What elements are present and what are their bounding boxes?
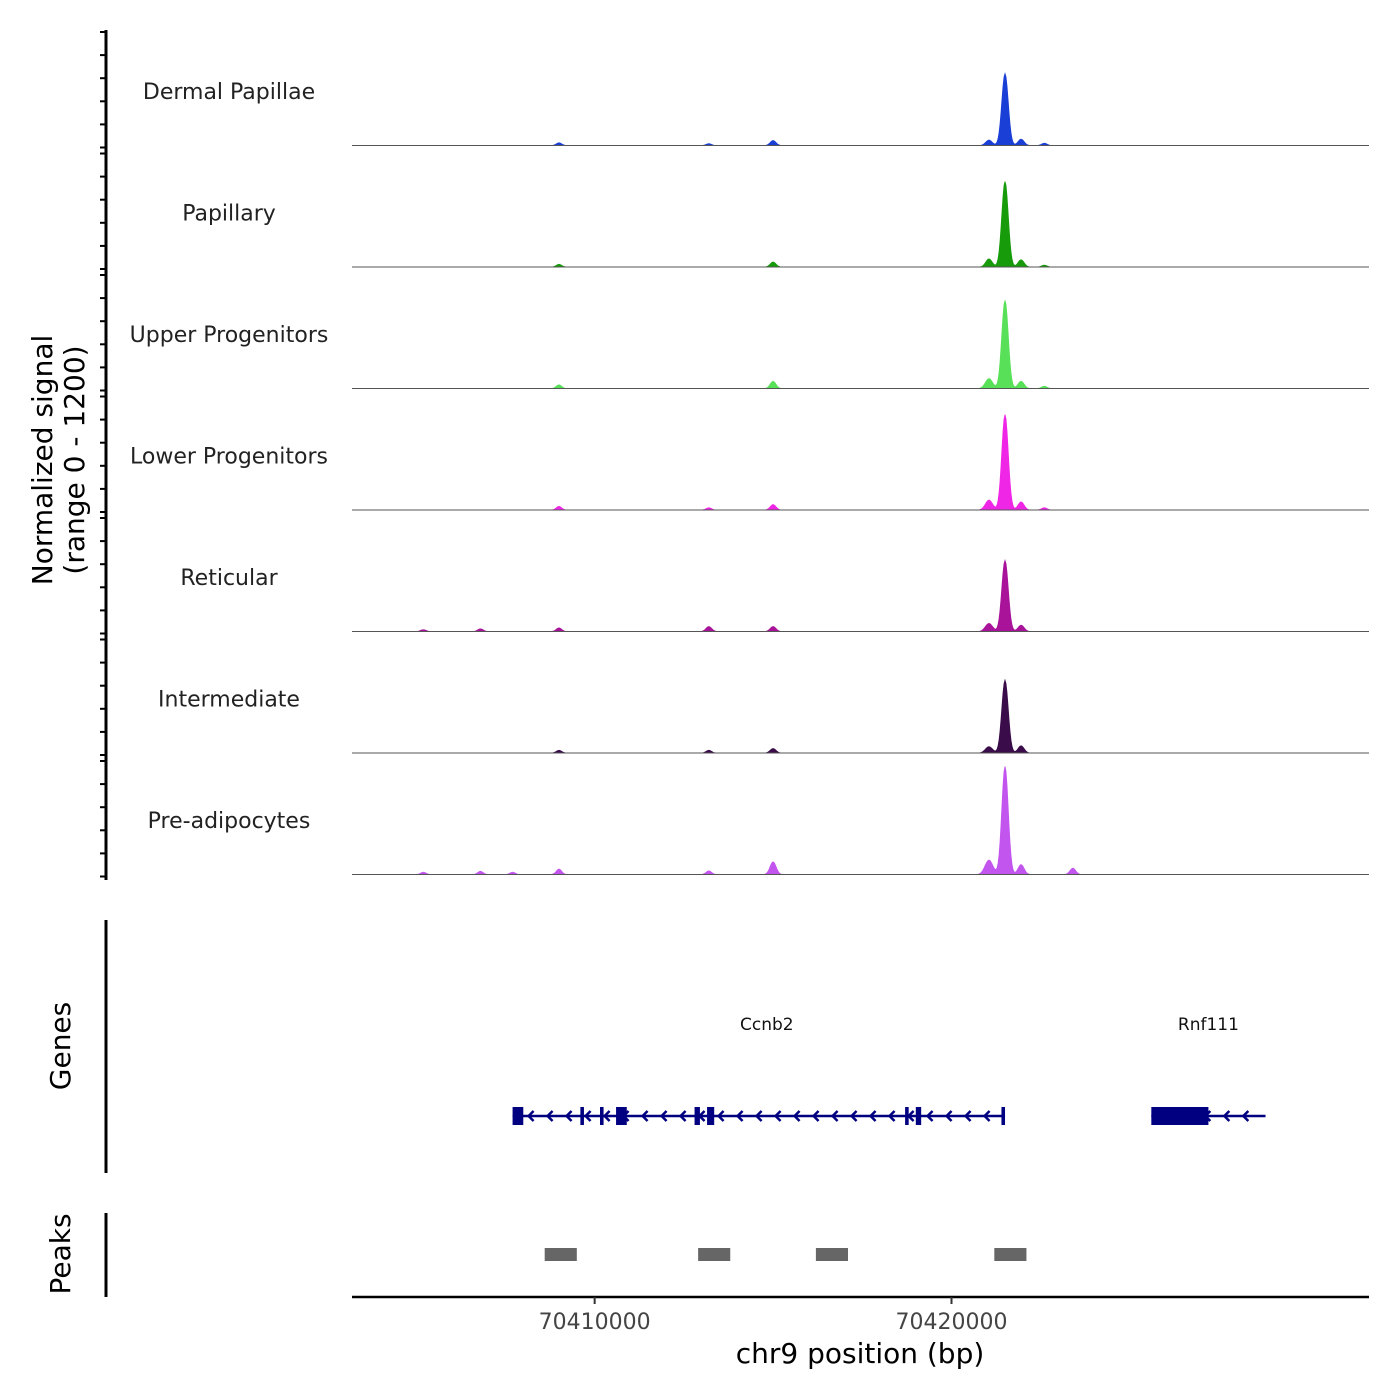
track-dermal-papillae: Dermal Papillae	[143, 72, 1369, 146]
strand-arrow	[602, 1110, 611, 1122]
gene-annotations: Ccnb2 Rnf111	[512, 1015, 1266, 1125]
strand-arrow	[735, 1110, 744, 1122]
strand-arrow	[792, 1110, 801, 1122]
exon	[694, 1107, 700, 1125]
peak-region	[698, 1248, 731, 1261]
strand-arrow	[716, 1110, 725, 1122]
gene-ccnb2: Ccnb2	[512, 1015, 1006, 1125]
exon	[616, 1107, 627, 1125]
strand-arrow	[526, 1110, 535, 1122]
gene-label: Ccnb2	[740, 1015, 794, 1035]
strand-arrow	[849, 1110, 858, 1122]
strand-arrow	[887, 1110, 896, 1122]
exon	[512, 1107, 524, 1125]
x-axis-title: chr9 position (bp)	[736, 1337, 985, 1370]
strand-arrow	[545, 1110, 554, 1122]
exon	[915, 1107, 922, 1125]
track-intermediate: Intermediate	[158, 678, 1369, 754]
strand-arrow	[564, 1110, 573, 1122]
strand-arrow	[640, 1110, 649, 1122]
peak-region	[544, 1248, 577, 1261]
strand-arrow	[773, 1110, 782, 1122]
x-tick-label: 70420000	[896, 1310, 1008, 1335]
genes-axis-title: Genes	[44, 1002, 77, 1090]
peak-regions	[544, 1248, 1027, 1261]
strand-arrow	[982, 1110, 991, 1122]
x-tick-label: 70410000	[539, 1310, 651, 1335]
exon	[905, 1107, 909, 1125]
exon	[1001, 1107, 1006, 1125]
strand-arrow	[583, 1110, 592, 1122]
track-upper-progenitors: Upper Progenitors	[130, 300, 1369, 389]
track-lower-progenitors: Lower Progenitors	[130, 414, 1369, 511]
track-label: Papillary	[182, 202, 276, 227]
exon	[580, 1107, 584, 1125]
strand-arrow	[963, 1110, 972, 1122]
x-axis-ticks: 70410000 70420000	[539, 1297, 1008, 1335]
track-pre-adipocytes: Pre-adipocytes	[148, 766, 1369, 875]
signal-axis-title: Normalized signal (range 0 - 1200)	[26, 335, 91, 586]
signal-axis-title-line2: (range 0 - 1200)	[58, 345, 91, 574]
track-label: Lower Progenitors	[130, 445, 328, 470]
strand-arrow	[830, 1110, 839, 1122]
track-label: Reticular	[180, 566, 278, 591]
strand-arrow	[811, 1110, 820, 1122]
track-papillary: Papillary	[182, 181, 1369, 268]
peaks-axis-title-text: Peaks	[44, 1213, 77, 1294]
signal-axis-title-line1: Normalized signal	[26, 335, 59, 586]
track-label: Upper Progenitors	[130, 323, 329, 348]
strand-arrow	[1241, 1110, 1250, 1122]
strand-arrow	[925, 1110, 934, 1122]
strand-arrow	[754, 1110, 763, 1122]
track-reticular: Reticular	[180, 558, 1369, 632]
strand-arrow	[868, 1110, 877, 1122]
strand-arrow	[944, 1110, 953, 1122]
exon	[1151, 1107, 1209, 1125]
genes-axis-title-text: Genes	[44, 1002, 77, 1090]
exon	[600, 1107, 604, 1125]
track-label: Dermal Papillae	[143, 80, 315, 105]
gene-label: Rnf111	[1178, 1015, 1239, 1035]
strand-arrow	[678, 1110, 687, 1122]
peak-region	[994, 1248, 1027, 1261]
strand-arrow	[659, 1110, 668, 1122]
peaks-axis-title: Peaks	[44, 1213, 77, 1294]
track-label: Pre-adipocytes	[148, 809, 311, 834]
signal-axis-ticks	[100, 31, 106, 878]
coverage-tracks: Dermal Papillae Papillary Upper Progenitor…	[130, 72, 1369, 875]
exon	[707, 1107, 715, 1125]
strand-arrow	[1222, 1110, 1231, 1122]
gene-rnf111: Rnf111	[1151, 1015, 1266, 1125]
peak-region	[815, 1248, 849, 1261]
track-label: Intermediate	[158, 688, 300, 713]
